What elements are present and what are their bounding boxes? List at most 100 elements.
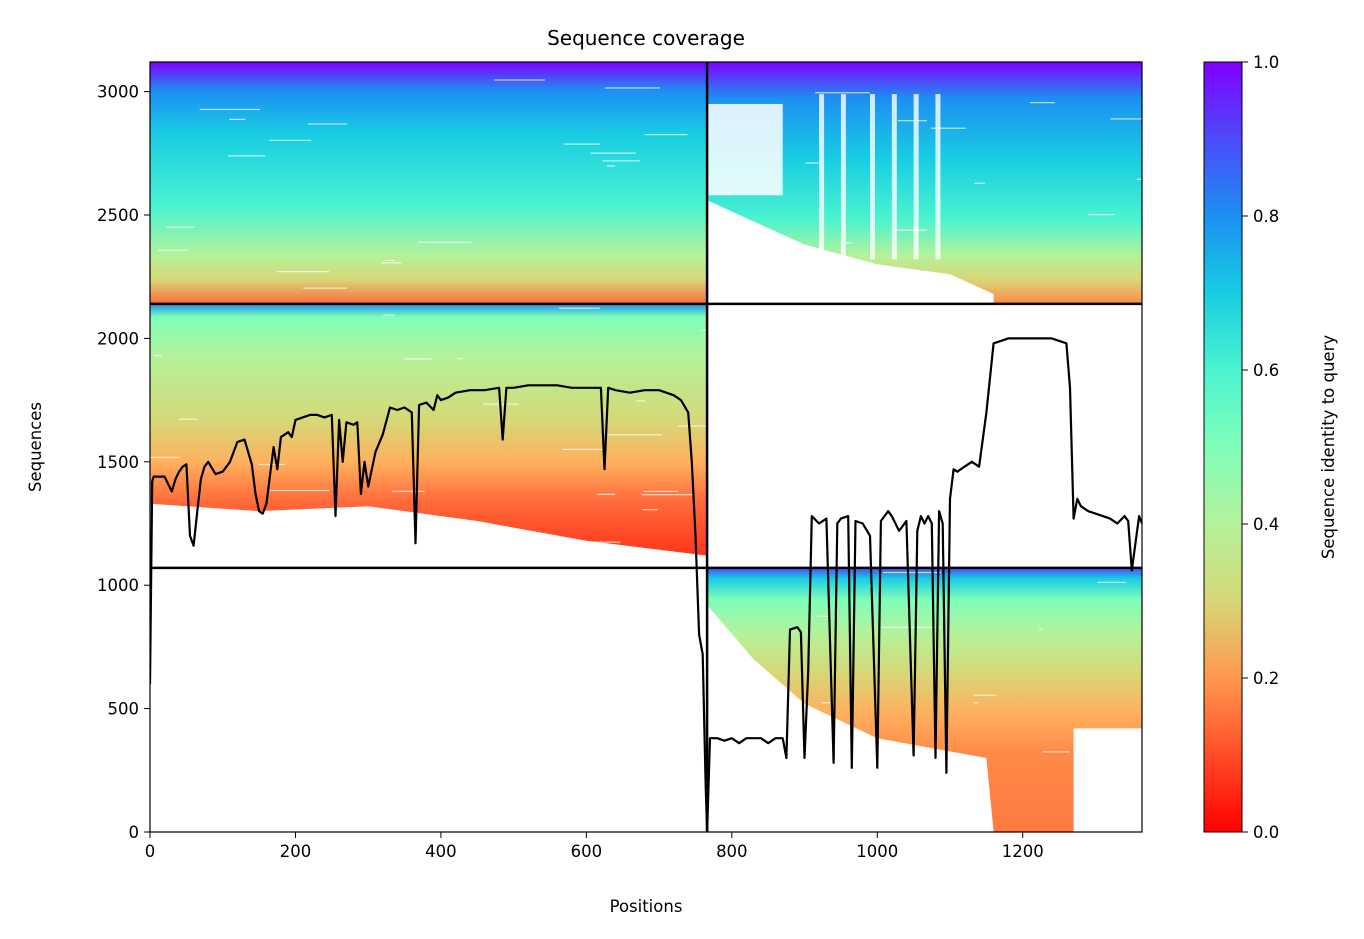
gap-line [894,229,927,231]
gap-line [802,773,835,775]
colorbar-label: Sequence identity to query [1319,335,1338,560]
gap-line [826,287,829,289]
gap-region [840,94,846,260]
colorbar-tick-label: 1.0 [1253,53,1279,72]
gap-line [494,79,545,81]
gap-line [451,809,490,811]
gap-line [755,536,763,538]
gap-region [870,94,875,260]
gap-line [315,829,369,831]
gap-line [885,480,921,482]
y-tick-label: 1500 [97,453,139,472]
gap-line [597,493,615,495]
gap-line [1050,370,1077,372]
gap-line [611,638,661,640]
gap-line [587,763,650,765]
x-tick-label: 400 [425,842,457,861]
gap-line [506,772,562,774]
gap-line [391,792,415,794]
gap-region [935,94,941,260]
gap-line [805,162,821,164]
y-axis: 0 500 1000 1500 2000 2500 3000 [97,83,150,842]
gap-line [872,752,902,754]
gap-line [748,522,796,524]
gap-line [562,448,607,451]
gap-line [606,434,662,436]
gap-line [380,262,402,264]
gap-line [290,541,348,543]
gap-line [423,560,446,562]
gap-line [868,379,929,381]
gap-line [845,242,853,244]
gap-line [1110,118,1142,120]
gap-line [1136,178,1142,180]
gap-line [173,582,198,584]
gap-line [232,779,246,781]
x-tick-label: 600 [571,842,603,861]
gap-line [715,128,719,130]
x-tick-label: 0 [145,842,156,861]
gap-line [378,604,428,606]
gap-line [337,509,373,511]
gap-line [821,702,836,704]
gap-region [891,94,897,260]
gap-line [558,307,600,309]
gap-line [1091,373,1102,375]
gap-line [227,155,266,157]
gap-line [973,694,997,696]
colorbar-tick-label: 0.2 [1253,669,1279,688]
gap-line [237,596,266,599]
gap-line [901,780,927,782]
gap-line [615,735,665,737]
gap-line [1103,362,1126,365]
y-tick-label: 0 [129,823,140,842]
gap-line [586,541,621,543]
gap-line [923,298,938,300]
colorbar-gradient [1203,61,1243,833]
gap-line [1088,213,1116,216]
gap-line [156,554,195,557]
gap-region [819,94,825,260]
gap-line [609,711,641,713]
gap-line [897,120,927,122]
gap-line [201,547,232,550]
gap-line [602,160,640,162]
y-tick-label: 500 [108,700,140,719]
gap-region [707,103,783,196]
gap-line [1132,342,1142,345]
chart-title: Sequence coverage [547,26,745,50]
gap-line [815,92,870,94]
gap-line [308,123,348,125]
gap-line [887,425,921,428]
colorbar: 0.0 0.2 0.4 0.6 0.8 1.0 Sequence identity to … [1203,53,1338,842]
x-tick-label: 1200 [1002,842,1044,861]
gap-region [707,200,994,304]
gap-line [276,271,330,273]
gap-line [158,249,188,251]
gap-line [882,571,941,574]
gap-line [640,791,659,794]
y-tick-label: 1000 [97,576,139,595]
gap-line [1101,435,1106,438]
x-axis-label: Positions [610,897,683,916]
gap-line [1027,469,1044,471]
plot-frame [149,61,1143,833]
gap-line [563,143,600,145]
gap-line [371,531,376,533]
x-tick-label: 1000 [856,842,898,861]
gap-line [303,287,348,289]
gap-line [383,314,395,316]
gap-line [730,730,776,732]
gap-line [456,645,490,647]
gap-line [150,456,180,459]
colorbar-tick-label: 0.0 [1253,823,1279,842]
colorbar-tick-label: 0.8 [1253,207,1279,226]
gap-line [714,666,753,668]
gap-line [477,810,484,813]
gap-line [916,561,940,563]
gap-line [363,528,407,531]
chain-A-block-top [150,62,708,304]
gap-line [418,241,472,243]
gap-line [805,453,814,455]
